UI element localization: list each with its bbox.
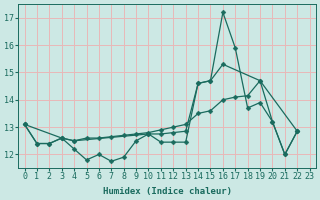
X-axis label: Humidex (Indice chaleur): Humidex (Indice chaleur): [103, 187, 232, 196]
